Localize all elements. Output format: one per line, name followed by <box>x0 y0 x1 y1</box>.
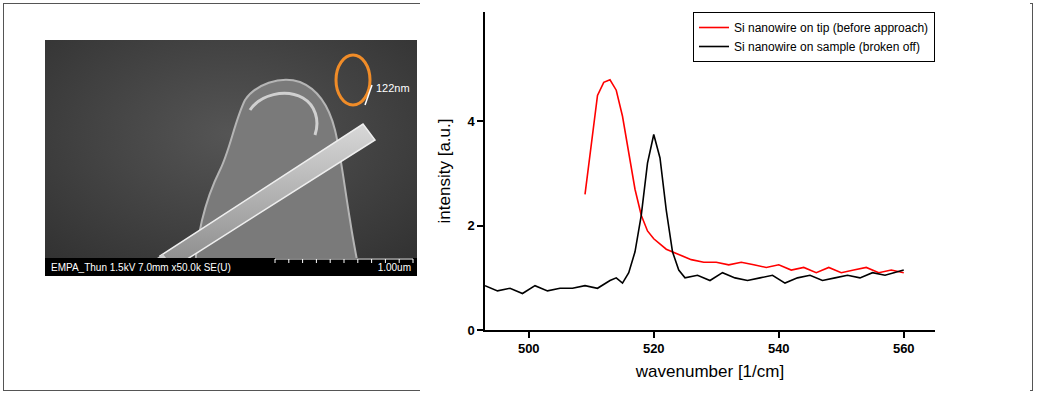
svg-text:Si nanowire on sample (broken: Si nanowire on sample (broken off) <box>734 40 920 54</box>
svg-text:2: 2 <box>467 218 474 233</box>
svg-text:500: 500 <box>518 341 540 356</box>
svg-text:560: 560 <box>893 341 915 356</box>
svg-text:Si nanowire on tip (before app: Si nanowire on tip (before approach) <box>734 21 928 35</box>
svg-text:wavenumber [1/cm]: wavenumber [1/cm] <box>635 362 784 381</box>
svg-text:intensity [a.u.]: intensity [a.u.] <box>435 119 454 224</box>
svg-text:122nm: 122nm <box>376 82 410 94</box>
svg-text:540: 540 <box>768 341 790 356</box>
svg-text:1.00um: 1.00um <box>378 262 411 273</box>
svg-text:EMPA_Thun 1.5kV 7.0mm x50.0k S: EMPA_Thun 1.5kV 7.0mm x50.0k SE(U) <box>51 262 231 273</box>
svg-text:4: 4 <box>467 114 475 129</box>
svg-text:0: 0 <box>467 323 474 338</box>
svg-text:520: 520 <box>643 341 665 356</box>
